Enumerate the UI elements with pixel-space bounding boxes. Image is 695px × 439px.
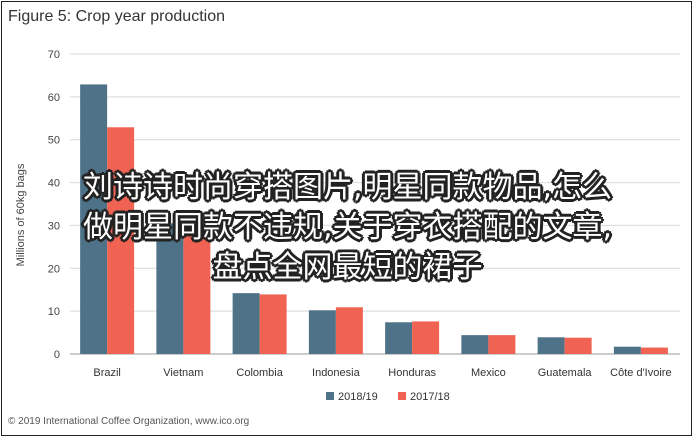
x-tick-label: Colombia xyxy=(236,367,283,379)
y-tick-label: 20 xyxy=(48,263,60,275)
x-tick-label: Brazil xyxy=(93,367,121,379)
footer-credit: © 2019 International Coffee Organization… xyxy=(8,416,250,427)
x-tick-labels: Brazil Vietnam Colombia Indonesia Honduras Me… xyxy=(93,367,671,379)
bar-2017/18-Honduras xyxy=(412,321,440,354)
y-tick-label: 70 xyxy=(48,49,60,61)
legend-swatch xyxy=(398,392,406,400)
bar-2018/19-Indonesia xyxy=(308,310,336,354)
bar-2017/18-Vietnam xyxy=(183,225,211,354)
legend-label: 2018/19 xyxy=(338,391,378,403)
x-tick-label: Côte d'Ivoire xyxy=(610,367,671,379)
y-tick-label: 0 xyxy=(54,349,60,361)
bar-2018/19-Côte d'Ivoire xyxy=(613,346,641,354)
legend-swatch xyxy=(326,392,334,400)
y-axis-label: Millions of 60kg bags xyxy=(15,163,27,266)
bar-2017/18-Côte d'Ivoire xyxy=(640,347,668,354)
bar-2017/18-Indonesia xyxy=(335,307,363,354)
legend: 2018/19 2017/18 xyxy=(326,391,450,403)
bar-2017/18-Guatemala xyxy=(564,337,592,354)
legend-label: 2017/18 xyxy=(410,391,450,403)
x-tick-label: Vietnam xyxy=(163,367,203,379)
y-tick-labels: 0 10 20 30 40 50 60 70 xyxy=(48,49,60,361)
x-tick-label: Honduras xyxy=(388,367,436,379)
y-tick-label: 10 xyxy=(48,306,60,318)
chart-title: Figure 5: Crop year production xyxy=(8,8,225,25)
bar-2018/19-Mexico xyxy=(461,335,489,354)
bar-2018/19-Colombia xyxy=(232,293,260,354)
y-tick-label: 30 xyxy=(48,220,60,232)
bars xyxy=(80,84,668,355)
x-tick-label: Indonesia xyxy=(312,367,361,379)
bar-2018/19-Brazil xyxy=(80,84,108,354)
y-tick-label: 50 xyxy=(48,135,60,147)
x-tick-label: Mexico xyxy=(471,367,506,379)
y-tick-label: 40 xyxy=(48,178,60,190)
bar-2017/18-Mexico xyxy=(488,335,516,354)
bar-2018/19-Guatemala xyxy=(537,337,565,354)
bar-2017/18-Colombia xyxy=(259,294,287,354)
bar-2017/18-Brazil xyxy=(107,127,135,355)
bar-2018/19-Vietnam xyxy=(156,223,184,354)
y-tick-label: 60 xyxy=(48,92,60,104)
bar-2018/19-Honduras xyxy=(385,322,413,354)
gridlines xyxy=(70,53,680,355)
x-tick-label: Guatemala xyxy=(538,367,593,379)
